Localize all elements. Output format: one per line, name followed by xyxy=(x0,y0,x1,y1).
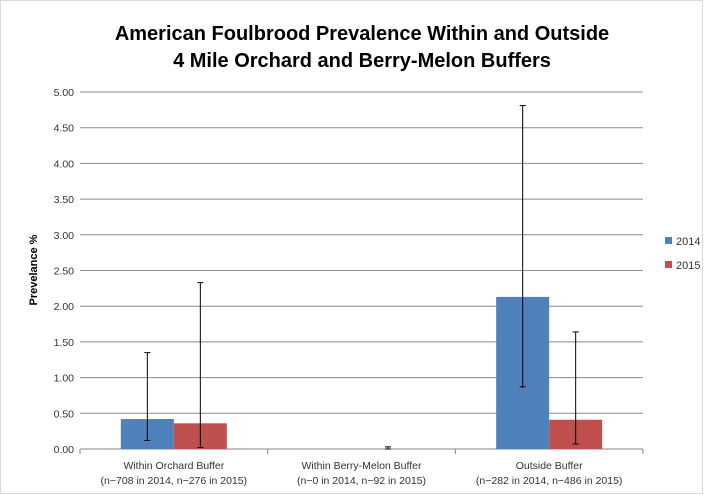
category-label: Outside Buffer xyxy=(516,460,583,472)
category-label: (n−282 in 2014, n−486 in 2015) xyxy=(476,475,623,487)
y-tick-label: 4.50 xyxy=(54,123,75,135)
y-tick-label: 1.00 xyxy=(54,373,75,385)
y-tick-label: 2.00 xyxy=(54,301,75,313)
y-axis-label: Prevelance % xyxy=(28,234,40,305)
legend-swatch-2014 xyxy=(665,237,672,244)
category-label: Within Berry-Melon Buffer xyxy=(301,460,422,472)
legend-label-2014: 2014 xyxy=(676,236,700,248)
legend: 2014 2015 xyxy=(665,236,700,272)
y-tick-label: 3.00 xyxy=(54,230,75,242)
y-tick-labels: 0.00 0.50 1.00 1.50 2.00 2.50 3.00 3.50 4.00 4.50… xyxy=(54,87,75,456)
y-tick-label: 3.50 xyxy=(54,194,75,206)
legend-swatch-2015 xyxy=(665,261,672,268)
bars xyxy=(120,296,603,449)
y-tick-label: 5.00 xyxy=(54,87,75,99)
legend-label-2015: 2015 xyxy=(676,260,700,272)
category-label: Within Orchard Buffer xyxy=(123,460,224,472)
error-bars xyxy=(144,105,579,450)
chart-title-line-1: American Foulbrood Prevalence Within and… xyxy=(115,23,609,45)
chart-title-line-2: 4 Mile Orchard and Berry-Melon Buffers xyxy=(173,50,551,72)
gridlines xyxy=(79,91,644,454)
category-labels: Within Orchard Buffer (n−708 in 2014, n−2… xyxy=(101,460,623,487)
y-tick-label: 1.50 xyxy=(54,337,75,349)
y-tick-label: 4.00 xyxy=(54,158,75,170)
y-tick-label: 2.50 xyxy=(54,266,75,278)
category-label: (n−708 in 2014, n−276 in 2015) xyxy=(101,475,248,487)
category-label: (n−0 in 2014, n−92 in 2015) xyxy=(297,475,426,487)
y-tick-label: 0.00 xyxy=(54,444,75,456)
y-tick-label: 0.50 xyxy=(54,408,75,420)
